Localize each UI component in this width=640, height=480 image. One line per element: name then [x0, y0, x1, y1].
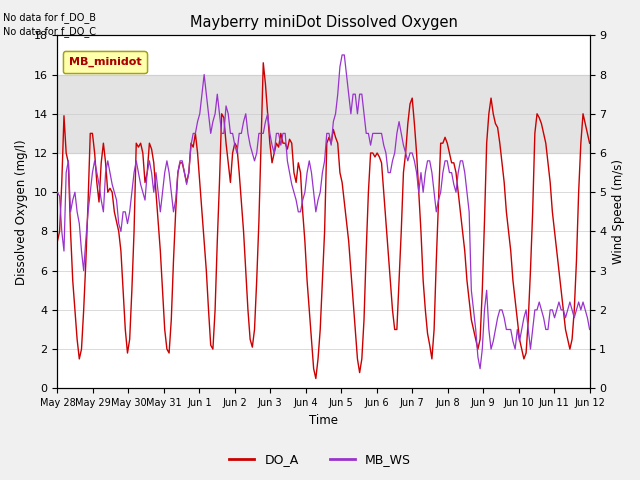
Title: Mayberry miniDot Dissolved Oxygen: Mayberry miniDot Dissolved Oxygen — [189, 15, 458, 30]
Legend: DO_A, MB_WS: DO_A, MB_WS — [224, 448, 416, 471]
Bar — [58, 74, 589, 153]
Y-axis label: Dissolved Oxygen (mg/l): Dissolved Oxygen (mg/l) — [15, 139, 28, 285]
Legend: MB_minidot: MB_minidot — [63, 51, 147, 73]
Y-axis label: Wind Speed (m/s): Wind Speed (m/s) — [612, 159, 625, 264]
Text: No data for f_DO_C: No data for f_DO_C — [3, 26, 96, 37]
X-axis label: Time: Time — [309, 414, 338, 427]
Text: No data for f_DO_B: No data for f_DO_B — [3, 12, 96, 23]
